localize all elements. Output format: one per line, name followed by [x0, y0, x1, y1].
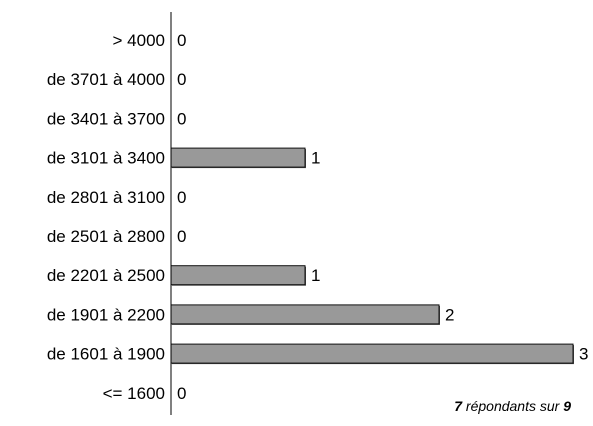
value-label: 0: [177, 31, 186, 50]
bar: [170, 343, 574, 364]
bar: [170, 147, 306, 168]
value-label: 3: [579, 345, 588, 364]
value-label: 0: [177, 70, 186, 89]
bar: [170, 265, 306, 286]
value-label: 0: [177, 384, 186, 403]
bar: [170, 304, 440, 325]
category-label: de 3701 à 4000: [47, 70, 165, 89]
value-label: 1: [311, 149, 320, 168]
category-label: de 1601 à 1900: [47, 345, 165, 364]
category-label: <= 1600: [103, 384, 165, 403]
category-label: de 3401 à 3700: [47, 109, 165, 128]
category-label: > 4000: [113, 31, 165, 50]
category-label: de 2801 à 3100: [47, 188, 165, 207]
value-label: 2: [445, 305, 454, 324]
respondents-text: répondants sur: [462, 398, 564, 414]
category-label: de 3101 à 3400: [47, 149, 165, 168]
value-label: 0: [177, 188, 186, 207]
category-label: de 1901 à 2200: [47, 305, 165, 324]
respondents-footnote: 7 répondants sur 9: [454, 398, 571, 414]
respondents-count: 7: [454, 398, 463, 414]
value-label: 0: [177, 227, 186, 246]
category-label: de 2201 à 2500: [47, 266, 165, 285]
respondents-total: 9: [563, 398, 571, 414]
category-label: de 2501 à 2800: [47, 227, 165, 246]
value-label: 0: [177, 109, 186, 128]
value-label: 1: [311, 266, 320, 285]
